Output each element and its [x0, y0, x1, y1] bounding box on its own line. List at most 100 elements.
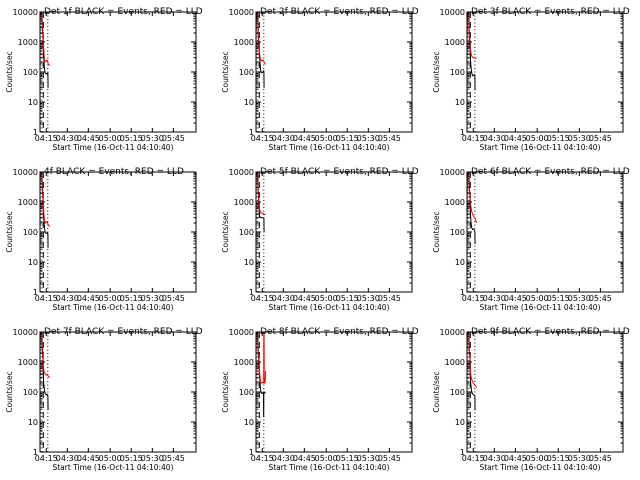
- x-tick-label: 05:45: [162, 134, 185, 143]
- x-tick-label: 05:15: [547, 134, 570, 143]
- x-tick-label: 05:45: [378, 134, 401, 143]
- y-tick-label: 10000: [440, 8, 465, 17]
- y-tick-label: 100: [239, 68, 254, 77]
- x-tick-label: 05:00: [315, 454, 338, 463]
- x-tick-label: 05:00: [315, 294, 338, 303]
- x-tick-label: 04:30: [56, 134, 79, 143]
- y-tick-label: 1000: [18, 38, 38, 47]
- x-tick-label: 05:45: [589, 134, 612, 143]
- x-tick-label: 04:15: [462, 454, 485, 463]
- y-axis-label: Counts/sec: [5, 211, 14, 252]
- x-tick-label: 05:00: [99, 134, 122, 143]
- y-tick-label: 10: [455, 258, 465, 267]
- panel-title: Det 9f BLACK = Events, RED = LLD: [471, 327, 630, 337]
- x-axis-label: Start Time (16-Oct-11 04:10:40): [268, 303, 389, 312]
- x-tick-label: 04:45: [293, 454, 316, 463]
- y-tick-label: 1000: [445, 358, 465, 367]
- y-tick-label: 1000: [445, 198, 465, 207]
- panel-4: 1 10 100 1000 10000 04:1504:3004:4505:0005:15…: [5, 167, 197, 312]
- x-tick-label: 04:15: [35, 454, 58, 463]
- y-tick-label: 100: [23, 68, 38, 77]
- y-tick-label: 100: [23, 228, 38, 237]
- x-tick-label: 05:00: [526, 454, 549, 463]
- x-tick-label: 05:30: [357, 294, 380, 303]
- x-axis-label: Start Time (16-Oct-11 04:10:40): [52, 303, 173, 312]
- x-tick-label: 05:15: [336, 134, 359, 143]
- x-axis-label: Start Time (16-Oct-11 04:10:40): [268, 463, 389, 472]
- x-tick-label: 04:15: [35, 134, 58, 143]
- x-tick-label: 05:30: [141, 294, 164, 303]
- y-tick-label: 10000: [13, 168, 38, 177]
- y-axis-label: Counts/sec: [221, 371, 230, 412]
- y-tick-label: 10: [244, 418, 254, 427]
- x-tick-label: 05:30: [357, 454, 380, 463]
- x-tick-label: 05:30: [568, 454, 591, 463]
- y-axis-label: Counts/sec: [432, 51, 441, 92]
- panel-title: Det 8f BLACK = Events, RED = LLD: [260, 327, 419, 337]
- y-tick-label: 10: [455, 98, 465, 107]
- panel-title: 4f BLACK = Events, RED = LLD: [44, 167, 184, 177]
- panel-title: Det 5f BLACK = Events, RED = LLD: [260, 167, 419, 177]
- panel-title: Det 3f BLACK = Events, RED = LLD: [471, 7, 630, 17]
- x-tick-label: 04:45: [77, 454, 100, 463]
- y-tick-label: 1000: [18, 198, 38, 207]
- y-axis-label: Counts/sec: [432, 371, 441, 412]
- x-axis-label: Start Time (16-Oct-11 04:10:40): [52, 463, 173, 472]
- x-tick-label: 04:30: [483, 294, 506, 303]
- y-tick-label: 1: [460, 128, 465, 137]
- y-tick-label: 1: [249, 448, 254, 457]
- x-tick-label: 04:45: [504, 454, 527, 463]
- y-axis-label: Counts/sec: [5, 51, 14, 92]
- y-tick-label: 1: [33, 128, 38, 137]
- x-tick-label: 04:45: [293, 134, 316, 143]
- panel-title: Det 2f BLACK = Events, RED = LLD: [260, 7, 419, 17]
- y-axis-label: Counts/sec: [432, 211, 441, 252]
- x-tick-label: 04:15: [462, 294, 485, 303]
- y-tick-label: 1000: [445, 38, 465, 47]
- x-tick-label: 05:00: [99, 294, 122, 303]
- y-axis-label: Counts/sec: [221, 211, 230, 252]
- y-tick-label: 10: [244, 258, 254, 267]
- y-tick-label: 10000: [440, 328, 465, 337]
- x-axis-label: Start Time (16-Oct-11 04:10:40): [52, 143, 173, 152]
- y-tick-label: 1: [249, 128, 254, 137]
- x-tick-label: 05:45: [378, 294, 401, 303]
- x-tick-label: 05:45: [589, 454, 612, 463]
- x-tick-label: 05:00: [99, 454, 122, 463]
- x-tick-label: 04:45: [504, 134, 527, 143]
- y-tick-label: 100: [23, 388, 38, 397]
- x-tick-label: 05:30: [357, 134, 380, 143]
- x-tick-label: 04:45: [77, 294, 100, 303]
- x-tick-label: 05:15: [547, 294, 570, 303]
- x-tick-label: 04:30: [483, 454, 506, 463]
- x-tick-label: 04:15: [251, 294, 274, 303]
- x-tick-label: 04:15: [35, 294, 58, 303]
- x-tick-label: 05:15: [120, 294, 143, 303]
- y-tick-label: 10: [28, 258, 38, 267]
- y-tick-label: 1: [460, 448, 465, 457]
- x-tick-label: 05:30: [141, 454, 164, 463]
- y-tick-label: 10000: [229, 328, 254, 337]
- y-tick-label: 100: [450, 388, 465, 397]
- x-tick-label: 05:00: [526, 134, 549, 143]
- x-tick-label: 05:45: [589, 294, 612, 303]
- x-tick-label: 04:30: [483, 134, 506, 143]
- panel-2: 1 10 100 1000 10000 04:1504:3004:4505:0005:15…: [221, 7, 419, 152]
- y-tick-label: 10: [244, 98, 254, 107]
- panel-5: 1 10 100 1000 10000 04:1504:3004:4505:0005:15…: [221, 167, 419, 312]
- y-tick-label: 100: [450, 68, 465, 77]
- x-tick-label: 04:15: [251, 454, 274, 463]
- x-tick-label: 05:15: [336, 294, 359, 303]
- y-tick-label: 1000: [234, 38, 254, 47]
- x-tick-label: 05:45: [162, 294, 185, 303]
- x-tick-label: 05:15: [547, 454, 570, 463]
- y-tick-label: 1000: [18, 358, 38, 367]
- y-tick-label: 10: [28, 418, 38, 427]
- x-axis-label: Start Time (16-Oct-11 04:10:40): [479, 463, 600, 472]
- x-tick-label: 04:45: [293, 294, 316, 303]
- x-tick-label: 04:30: [272, 134, 295, 143]
- y-tick-label: 10000: [13, 328, 38, 337]
- x-axis-label: Start Time (16-Oct-11 04:10:40): [479, 143, 600, 152]
- y-tick-label: 100: [450, 228, 465, 237]
